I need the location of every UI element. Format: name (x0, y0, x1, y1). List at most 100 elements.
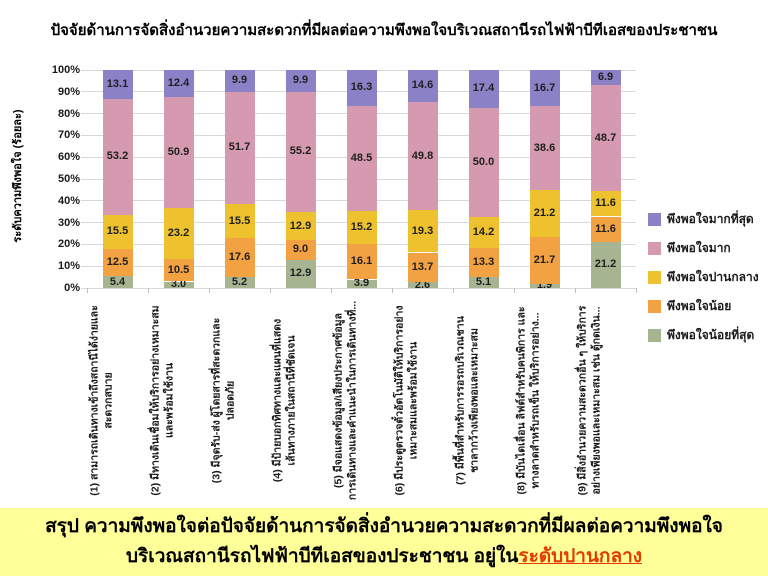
bar-segment-label: 11.6 (595, 222, 616, 235)
bar-segment: 15.5 (224, 204, 255, 239)
bar-segment: 50.0 (468, 107, 499, 217)
bar-segment: 48.5 (346, 105, 377, 212)
bar-segment: 38.6 (529, 106, 560, 191)
bar-segment: 21.2 (529, 190, 560, 237)
y-tick-label: 70% (57, 129, 80, 142)
bar-segment: 15.2 (346, 211, 377, 245)
bar-segment: 48.7 (590, 85, 621, 192)
bar-segment: 3.0 (163, 278, 194, 291)
x-category-label: (7) มีพื้นที่สำหรับการรอรถบริเวณชาน ชาลาก… (453, 297, 514, 503)
x-axis-tick (575, 288, 576, 293)
x-category-label-text: (3) มีจุดรับ-ส่ง ผู้โดยสารที่สะดวกและ ปลอ… (210, 317, 236, 483)
bar-segment-label: 50.0 (472, 155, 495, 168)
y-tick-label: 10% (57, 260, 80, 273)
bar-segment-label: 50.9 (167, 146, 190, 158)
legend-swatch (648, 270, 661, 284)
bar-segment: 5.1 (468, 276, 499, 288)
bar-segment: 5.4 (102, 275, 133, 288)
bar-segment-label: 13.7 (411, 260, 434, 273)
x-category-label-text: (6) มีประตูตรวจตั๋วอัตโนมัติให้บริการอย่… (393, 304, 419, 496)
bar-segment-label: 21.2 (594, 258, 617, 271)
y-tick-label: 0% (64, 282, 80, 294)
summary-line2: บริเวณสถานีรถไฟฟ้าบีทีเอสของประชาชน อยู่… (0, 542, 768, 572)
legend-item: พึงพอใจน้อย (648, 298, 731, 314)
bar-segment-label: 48.5 (350, 151, 373, 164)
legend-label: พึงพอใจมาก (667, 240, 731, 255)
legend-swatch (648, 241, 661, 255)
legend-item: พึงพอใจปานกลาง (648, 269, 759, 285)
bar-segment: 13.7 (407, 252, 438, 283)
x-axis-tick (392, 288, 393, 293)
bar-segment: 14.2 (468, 216, 499, 248)
bar-segment: 17.4 (468, 70, 499, 108)
bar-segment: 21.2 (590, 241, 621, 288)
x-category-label: (4) มีป้ายบอกทิศทางและแผนที่แสดง เส้นทางภ… (270, 297, 331, 503)
x-category-label: (9) มีสิ่งอำนวยความสะดวกอื่น ๆ ให้บริการ… (575, 297, 636, 503)
bar-segment-label: 12.9 (289, 219, 312, 232)
x-category-label-text: (1) สามารถเดินทางเข้าถึงสถานีได้ง่ายและส… (88, 304, 114, 496)
bar-segment-label: 12.9 (289, 267, 312, 280)
bar-segment-label: 14.2 (472, 225, 495, 238)
bar-segment: 12.9 (285, 212, 316, 241)
bar-segment-label: 23.2 (167, 226, 190, 239)
bar-segment: 9.9 (224, 70, 255, 92)
bar-segment-label: 11.6 (595, 197, 616, 210)
bar-segment: 12.5 (102, 248, 133, 277)
x-category-label: (8) มีบันไดเลื่อน ลิฟต์สำหรับคนพิการ และ… (514, 297, 575, 503)
x-axis-tick (270, 288, 271, 293)
bar-segment: 5.2 (224, 276, 255, 288)
bar-segment-label: 15.2 (350, 221, 373, 234)
legend-swatch (648, 328, 661, 342)
legend-label: พึงพอใจน้อย (667, 298, 732, 313)
bar-segment: 53.2 (102, 98, 133, 215)
bar-segment: 17.6 (224, 238, 255, 277)
bar-segment-label: 15.5 (228, 214, 251, 227)
bar-segment-label: 48.7 (594, 131, 617, 144)
bar-segment-label: 13.1 (106, 77, 129, 90)
bar-segment-label: 3.0 (170, 278, 187, 291)
bar-segment-label: 14.6 (411, 79, 434, 92)
bar-segment-label: 16.3 (350, 81, 373, 94)
bar-segment: 3.9 (346, 277, 377, 290)
bar-segment-label: 15.5 (106, 225, 129, 238)
bar-segment-label: 3.9 (353, 277, 370, 290)
x-category-label-text: (7) มีพื้นที่สำหรับการรอรถบริเวณชาน ชาลาก… (454, 315, 480, 485)
bar-segment: 50.9 (163, 97, 194, 208)
bar-segment-label: 19.3 (411, 224, 434, 237)
x-axis-tick (87, 288, 88, 293)
bar-segment-label: 21.2 (533, 206, 556, 219)
x-category-label-text: (2) มีทางเดินเชื่อมให้บริการอย่างเหมาะสม… (149, 304, 175, 496)
bar-segment: 55.2 (285, 91, 316, 213)
grid-line (81, 287, 636, 289)
x-category-label: (5) มีจอแสดงข้อมูล/เสียงประกาศข้อมูล การเ… (331, 297, 392, 503)
summary-line1: สรุป ความพึงพอใจต่อปัจจัยด้านการจัดสิ่งอ… (45, 516, 723, 537)
x-category-label-text: (8) มีบันไดเลื่อน ลิฟต์สำหรับคนพิการ และ… (515, 305, 541, 495)
x-axis-tick (514, 288, 515, 293)
bar-segment-label: 17.4 (472, 82, 495, 95)
x-category-label-text: (9) มีสิ่งอำนวยความสะดวกอื่น ๆ ให้บริการ… (576, 305, 602, 495)
legend-item: พึงพอใจน้อยที่สุด (648, 327, 754, 343)
bar-segment: 15.5 (102, 215, 133, 249)
y-tick-label: 80% (57, 107, 80, 120)
bar-segment-label: 12.5 (106, 256, 129, 269)
bar-segment-label: 38.6 (533, 141, 556, 154)
bar-segment: 6.9 (590, 70, 621, 85)
bar-segment-label: 16.7 (533, 81, 556, 94)
bar-segment: 49.8 (407, 101, 438, 211)
bar-segment: 21.7 (529, 236, 560, 284)
bar-segment: 51.7 (224, 91, 255, 205)
bar-segment: 14.6 (407, 70, 438, 102)
bar-segment: 23.2 (163, 208, 194, 259)
bar-segment: 16.7 (529, 70, 560, 107)
legend-label: พึงพอใจน้อยที่สุด (667, 327, 755, 342)
bar-segment: 16.1 (346, 244, 377, 280)
bar-segment: 13.3 (468, 247, 499, 277)
bar-segment-label: 10.5 (167, 263, 190, 276)
bar-segment-label: 5.4 (109, 275, 126, 288)
bar-segment-label: 12.4 (167, 77, 190, 89)
bar-segment: 19.3 (407, 210, 438, 253)
y-axis-title: ระดับความพึงพอใจ (ร้อยละ) (12, 109, 24, 243)
bar-segment-label: 51.7 (228, 141, 251, 154)
bar-segment-label: 6.9 (597, 71, 614, 83)
